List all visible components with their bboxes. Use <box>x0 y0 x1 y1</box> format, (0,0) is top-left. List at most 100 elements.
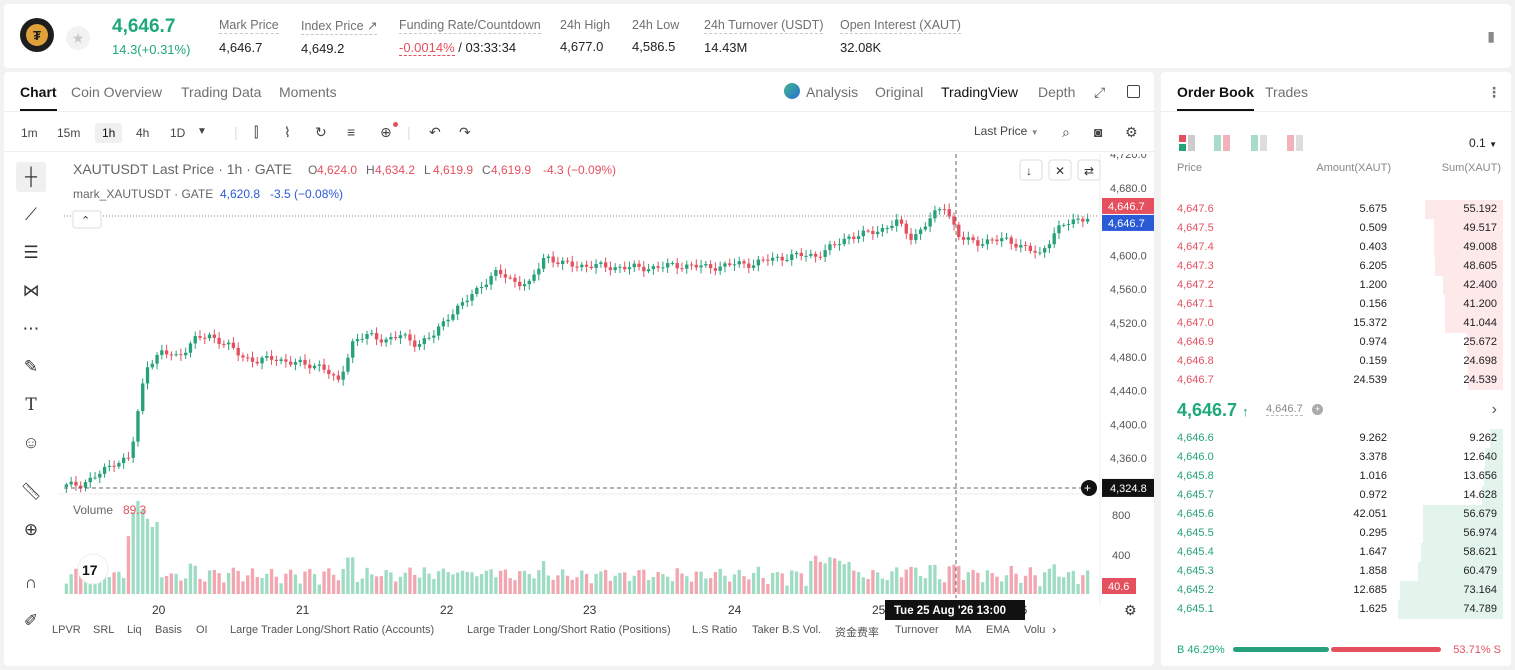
ask-row[interactable]: 4,646.7 24.539 24.539 <box>1161 371 1511 390</box>
ask-row[interactable]: 4,646.9 0.974 25.672 <box>1161 333 1511 352</box>
fib-lines-icon[interactable]: ☰ <box>23 243 39 262</box>
indicator-oi[interactable]: OI <box>196 624 208 636</box>
tab-trading-data[interactable]: Trading Data <box>181 84 262 100</box>
view-both-icon[interactable] <box>1179 135 1195 151</box>
ruler-icon[interactable]: 📏︎ <box>20 482 42 501</box>
precision-select[interactable]: 0.1 ▼ <box>1469 136 1497 150</box>
crosshair-icon[interactable]: ┼ <box>16 162 46 192</box>
indicator-ema[interactable]: EMA <box>986 624 1010 636</box>
stat-value: 14.43M <box>704 40 748 55</box>
tab-chart[interactable]: Chart <box>20 84 57 111</box>
ask-row[interactable]: 4,647.0 15.372 41.044 <box>1161 314 1511 333</box>
timeframe-1d[interactable]: 1D <box>170 126 186 140</box>
view-bids-asks-icon[interactable] <box>1214 135 1230 151</box>
timeframe-1h[interactable]: 1h <box>95 123 123 143</box>
book-icon[interactable]: ▮ <box>1487 28 1495 44</box>
search-icon[interactable]: ⌕ <box>1062 124 1070 140</box>
undo-icon[interactable]: ↶ <box>429 124 441 140</box>
legend-ohlc-value: 4,619.9 <box>491 163 531 177</box>
bid-row[interactable]: 4,645.6 42.051 56.679 <box>1161 505 1511 524</box>
view-bids-icon[interactable] <box>1251 135 1267 151</box>
zoom-in-icon[interactable]: ⊕ <box>23 520 39 539</box>
indicator-liq[interactable]: Liq <box>127 624 142 636</box>
indicator-turnover[interactable]: Turnover <box>895 624 939 636</box>
timeframe-4h[interactable]: 4h <box>136 126 150 140</box>
ask-row[interactable]: 4,646.8 0.159 24.698 <box>1161 352 1511 371</box>
indicator-ma[interactable]: MA <box>955 624 972 636</box>
view-analysis[interactable]: Analysis <box>806 84 859 100</box>
tab-coin-overview[interactable]: Coin Overview <box>71 84 163 100</box>
indicator-volume[interactable]: Volu <box>1024 624 1046 636</box>
timeframe-15m[interactable]: 15m <box>57 126 81 140</box>
bid-row[interactable]: 4,646.6 9.262 9.262 <box>1161 429 1511 448</box>
candle-type-icon[interactable]: ⫿ <box>254 124 259 140</box>
indicator-basis[interactable]: Basis <box>155 624 182 636</box>
indicator-ls-positions[interactable]: Large Trader Long/Short Ratio (Positions… <box>467 624 671 636</box>
chevron-right-icon[interactable]: › <box>1491 401 1497 418</box>
stat-label[interactable]: Index Price ↗ <box>301 19 378 35</box>
tab-order-book[interactable]: Order Book <box>1177 84 1255 111</box>
magnet-icon[interactable]: ∩ <box>24 573 38 592</box>
volume-bar <box>785 585 789 594</box>
indicator-ls-accounts[interactable]: Large Trader Long/Short Ratio (Accounts) <box>230 624 435 636</box>
ask-row[interactable]: 4,647.2 1.200 42.400 <box>1161 276 1511 295</box>
funding-rate-value[interactable]: -0.0014% <box>399 40 455 56</box>
indicator-lpvr[interactable]: LPVR <box>52 624 81 636</box>
expand-icon[interactable]: ⤢ <box>1094 84 1106 100</box>
refresh-icon[interactable]: ↻ <box>315 124 327 140</box>
camera-icon[interactable]: ◙ <box>1094 124 1103 140</box>
bid-row[interactable]: 4,645.7 0.972 14.628 <box>1161 486 1511 505</box>
mid-price[interactable]: 4,646.7 ↑ <box>1177 400 1249 421</box>
mark-info-icon[interactable]: + <box>1312 404 1323 415</box>
mid-mark-price[interactable]: 4,646.7 <box>1266 403 1303 416</box>
trend-line-icon[interactable]: ⟋ <box>25 205 37 224</box>
bid-row[interactable]: 4,645.5 0.295 56.974 <box>1161 524 1511 543</box>
view-original[interactable]: Original <box>875 84 924 100</box>
measure-lines-icon[interactable]: ⋯ <box>22 319 40 338</box>
view-asks-icon[interactable] <box>1287 135 1303 151</box>
text-tool-icon[interactable]: T <box>25 395 37 415</box>
bid-row[interactable]: 4,645.1 1.625 74.789 <box>1161 600 1511 619</box>
ask-row[interactable]: 4,647.4 0.403 49.008 <box>1161 238 1511 257</box>
stat-label[interactable]: 24h Turnover (USDT) <box>704 18 824 34</box>
bid-row[interactable]: 4,646.0 3.378 12.640 <box>1161 448 1511 467</box>
timeframe-1m[interactable]: 1m <box>21 126 38 140</box>
tab-trades[interactable]: Trades <box>1265 84 1309 100</box>
ask-row[interactable]: 4,647.5 0.509 49.517 <box>1161 219 1511 238</box>
view-depth[interactable]: Depth <box>1038 84 1076 100</box>
view-tradingview[interactable]: TradingView <box>941 84 1019 100</box>
indicator-ls-ratio[interactable]: L.S Ratio <box>692 624 738 636</box>
ask-row[interactable]: 4,647.3 6.205 48.605 <box>1161 257 1511 276</box>
bid-row[interactable]: 4,645.4 1.647 58.621 <box>1161 543 1511 562</box>
stat-label[interactable]: Mark Price <box>219 18 279 34</box>
brush-icon[interactable]: ✎ <box>23 357 39 376</box>
redo-icon[interactable]: ↷ <box>459 124 471 140</box>
ask-row[interactable]: 4,647.6 5.675 55.192 <box>1161 200 1511 219</box>
bid-row[interactable]: 4,645.2 12.685 73.164 <box>1161 581 1511 600</box>
stat-label[interactable]: Open Interest (XAUT) <box>840 18 961 34</box>
volume-bar <box>145 518 150 594</box>
more-menu-icon[interactable]: ⋮ <box>1487 84 1501 100</box>
bid-row[interactable]: 4,645.3 1.858 60.479 <box>1161 562 1511 581</box>
ask-row[interactable]: 4,647.1 0.156 41.200 <box>1161 295 1511 314</box>
indicator-taker-vol[interactable]: Taker B.S Vol. <box>752 624 822 636</box>
scroll-right-icon[interactable]: › <box>1052 622 1057 637</box>
bid-row[interactable]: 4,645.8 1.016 13.656 <box>1161 467 1511 486</box>
settings-gear-icon[interactable]: ⚙ <box>1125 124 1138 140</box>
tab-moments[interactable]: Moments <box>279 84 337 100</box>
indicator-funding-rate[interactable]: 资金费率 <box>835 627 879 639</box>
indicator-srl[interactable]: SRL <box>93 624 115 636</box>
price-chart[interactable]: 4,720.04,680.04,640.04,600.04,560.04,520… <box>58 154 1154 629</box>
timeframe-dropdown-icon[interactable]: ▼ <box>197 126 207 137</box>
template-icon[interactable]: ≡ <box>347 124 356 140</box>
favorite-star-icon[interactable]: ★ <box>66 26 90 50</box>
candle-body <box>961 237 966 240</box>
add-indicator-icon[interactable]: ⊕ <box>380 122 398 141</box>
stat-label[interactable]: Funding Rate/Countdown <box>399 18 541 34</box>
price-type-select[interactable]: Last Price ▼ <box>974 124 1039 138</box>
window-icon[interactable] <box>1127 85 1140 98</box>
pattern-icon[interactable]: ⋈ <box>22 281 40 300</box>
emoji-icon[interactable]: ☺ <box>22 433 40 452</box>
indicators-icon[interactable]: ⌇ <box>284 124 291 140</box>
draw-lock-icon[interactable]: ✐ <box>23 611 39 630</box>
